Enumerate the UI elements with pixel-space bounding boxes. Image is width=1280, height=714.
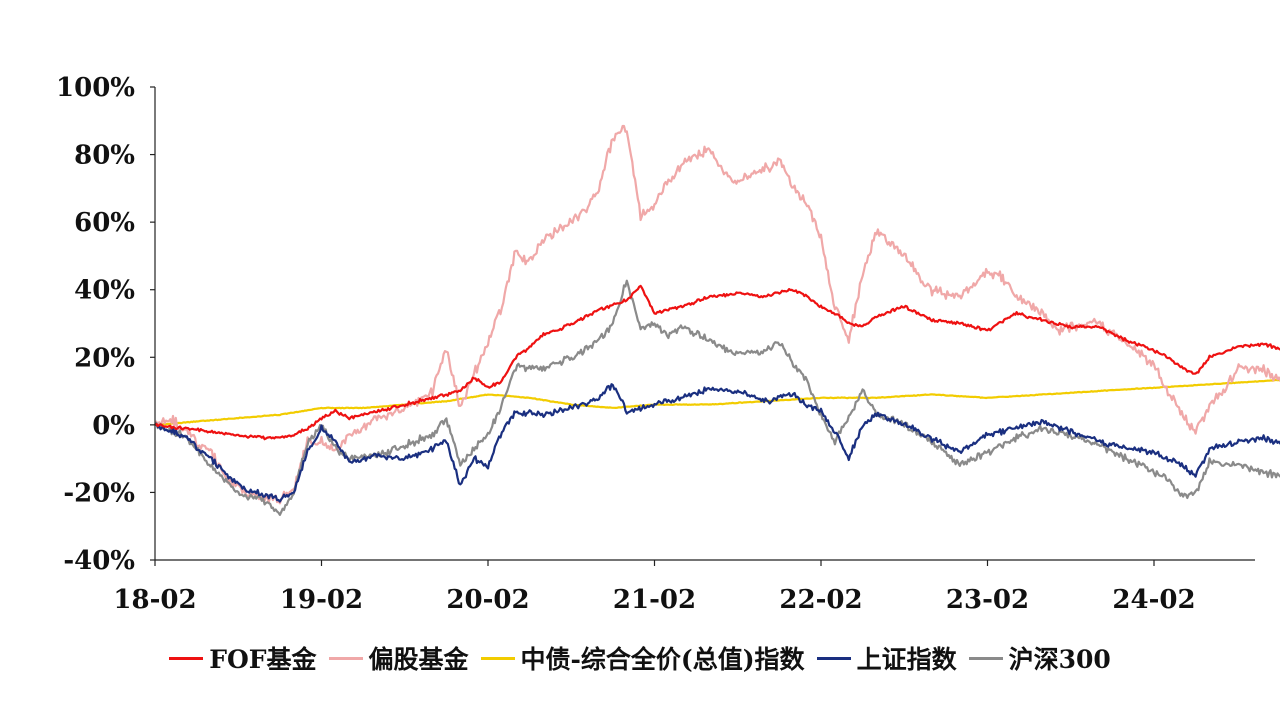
x-tick-label: 18-02 [113,585,196,615]
legend-item-1: 偏股基金 [328,640,469,676]
series-layer [153,124,1280,517]
x-tick-label: 23-02 [946,585,1029,615]
y-tick-label: 40% [74,276,135,306]
x-tick-label: 19-02 [280,585,363,615]
legend-item-2: 中债-综合全价(总值)指数 [480,640,805,676]
axis-layer: -40% -20% 0% 20% 40% 60% 80% 100% 18-02 19-02 20-0… [56,73,1255,615]
legend-item-4: 沪深300 [968,640,1111,676]
series-line-4 [154,279,1280,517]
y-tick-label: 20% [74,343,135,373]
y-tick-label: 0% [92,411,135,441]
legend: FOF基金 偏股基金 中债-综合全价(总值)指数 上证指数 沪深300 [0,640,1280,676]
legend-swatch [816,656,851,660]
x-tick-label: 24-02 [1112,585,1195,615]
legend-label: 沪深300 [1008,645,1111,674]
x-tick-label: 21-02 [613,585,696,615]
y-tick-label: 60% [74,208,135,238]
legend-label: 偏股基金 [368,645,469,674]
legend-swatch [328,656,363,660]
legend-item-0: FOF基金 [169,640,317,676]
y-tick-label: -40% [63,546,135,576]
legend-label: 中债-综合全价(总值)指数 [520,645,805,674]
legend-item-3: 上证指数 [816,640,957,676]
x-tick-label: 22-02 [779,585,862,615]
line-chart: -40% -20% 0% 20% 40% 60% 80% 100% 18-02 19-02 20-0… [56,73,1280,615]
y-tick-label: -20% [63,478,135,508]
legend-label: 上证指数 [856,645,957,674]
series-line-3 [154,383,1280,503]
series-line-0 [154,284,1280,441]
x-tick-label: 20-02 [446,585,529,615]
legend-swatch [169,656,204,660]
series-line-1 [153,124,1280,505]
legend-swatch [968,656,1003,660]
series-line-2 [155,378,1280,426]
legend-label: FOF基金 [209,645,317,674]
y-tick-label: 80% [74,141,135,171]
y-tick-label: 100% [56,73,135,103]
legend-swatch [480,656,515,660]
